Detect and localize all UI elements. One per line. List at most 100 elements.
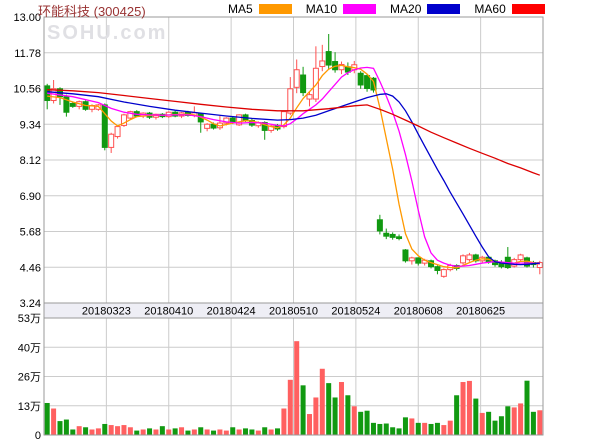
volume-bar	[76, 426, 82, 435]
legend-item-ma60: MA60	[474, 2, 545, 16]
volume-bar	[422, 422, 428, 435]
ma60-line	[47, 89, 541, 176]
stock-title: 环能科技 (300425)	[38, 4, 146, 19]
volume-bars	[44, 341, 543, 435]
volume-bar	[294, 341, 300, 435]
price-axis-label: 13.00	[13, 12, 41, 24]
volume-bar	[217, 429, 223, 435]
volume-bar	[166, 429, 172, 435]
volume-bar	[313, 397, 319, 435]
volume-bar	[454, 395, 460, 435]
price-axis-label: 6.90	[20, 191, 41, 203]
volume-bar	[268, 429, 274, 435]
candle-body	[204, 123, 211, 129]
candle-body	[517, 254, 524, 261]
legend-ma10-label: MA10	[305, 2, 338, 16]
candle-body	[287, 88, 294, 114]
volume-bar	[223, 430, 229, 435]
candle-body	[383, 232, 390, 237]
volume-bar	[383, 423, 389, 435]
date-axis-label: 20180524	[331, 306, 380, 318]
volume-bar	[185, 430, 191, 435]
volume-bar	[95, 428, 101, 435]
volume-bar	[134, 430, 140, 435]
volume-bar	[460, 382, 466, 435]
sohu-watermark: SOHU.com	[47, 22, 168, 44]
candle-body	[229, 117, 236, 123]
candle-body	[300, 74, 307, 94]
candle-body	[389, 233, 396, 238]
legend-ma20-swatch	[427, 4, 461, 14]
volume-bar	[275, 428, 281, 435]
volume-axis-label: 13万	[18, 401, 41, 413]
volume-axis-label: 0	[35, 430, 41, 440]
volume-bar	[466, 380, 472, 435]
volume-bar	[530, 411, 536, 435]
volume-bar	[326, 383, 332, 435]
volume-bar	[140, 429, 146, 435]
volume-bar	[230, 427, 236, 435]
price-axis-label: 9.34	[20, 119, 41, 131]
candle-body	[357, 72, 364, 86]
volume-bar	[486, 411, 492, 435]
volume-bar	[370, 422, 376, 435]
volume-bar	[492, 420, 498, 435]
volume-bar	[332, 397, 338, 435]
price-axis-label: 5.68	[20, 227, 41, 239]
legend-ma10-swatch	[343, 4, 377, 14]
volume-bar	[153, 429, 159, 435]
candle-body	[127, 111, 134, 119]
volume-bar	[83, 427, 89, 435]
candle-body	[120, 114, 127, 126]
legend-ma20-label: MA20	[390, 2, 422, 16]
candle-body	[236, 114, 243, 126]
volume-bar	[524, 380, 530, 435]
candle-body	[108, 133, 115, 148]
candle-body	[114, 126, 121, 138]
volume-bar	[63, 419, 69, 435]
volume-bar	[179, 427, 185, 435]
volume-bar	[89, 429, 95, 435]
volume-bar	[127, 427, 133, 435]
volume-bar	[518, 403, 524, 435]
volume-bar	[409, 418, 415, 435]
legend-item-ma10: MA10	[305, 2, 377, 16]
legend-item-ma5: MA5	[228, 2, 292, 16]
volume-bar	[300, 385, 306, 435]
volume-bar	[434, 422, 440, 435]
candle-body	[364, 75, 371, 90]
volume-bar	[396, 428, 402, 435]
candle-body	[466, 254, 473, 261]
volume-bar	[479, 412, 485, 435]
volume-bar	[319, 368, 325, 435]
volume-bar	[281, 408, 287, 435]
date-axis-label: 20180424	[207, 306, 256, 318]
volume-bar	[505, 406, 511, 435]
volume-bar	[358, 411, 364, 435]
candle-body	[396, 236, 403, 240]
price-axis-label: 10.56	[13, 84, 41, 96]
volume-bar	[70, 429, 76, 435]
grid-lines	[43, 16, 544, 436]
volume-bar	[447, 420, 453, 435]
candle-body	[402, 249, 409, 262]
volume-bar	[338, 382, 344, 435]
candle-body	[319, 60, 326, 68]
volume-bar	[537, 410, 543, 435]
volume-bar	[236, 429, 242, 435]
volume-bar	[108, 425, 114, 435]
price-axis-label: 4.46	[20, 262, 41, 274]
candle-body	[408, 257, 415, 262]
volume-bar	[115, 426, 121, 435]
candle-body	[69, 102, 76, 107]
volume-bar	[211, 430, 217, 435]
volume-bar	[198, 427, 204, 435]
volume-bar	[51, 408, 57, 435]
volume-bar	[402, 417, 408, 435]
candle-body	[312, 67, 319, 100]
volume-bar	[249, 429, 255, 435]
candle-body	[306, 94, 313, 100]
ma10-line	[47, 66, 540, 267]
price-axis-label: 8.12	[20, 155, 41, 167]
price-axis-label: 3.24	[20, 298, 41, 310]
